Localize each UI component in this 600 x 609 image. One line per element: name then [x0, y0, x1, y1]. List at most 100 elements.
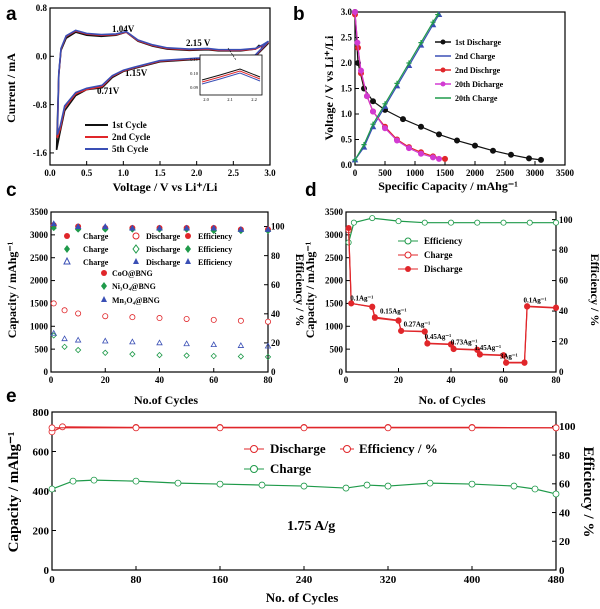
- series-c-coo-bng-discharge-point: [264, 318, 271, 325]
- panel-e-plot: 0 80 160 240 320 400 4800200400600800020406080…: [33, 407, 577, 586]
- panel-a-inset-xtick-label: 2.2: [251, 97, 257, 102]
- panel-c-ytick-right-label: 20: [271, 338, 281, 348]
- panel-letter-c: c: [6, 180, 17, 201]
- panel-e-xlabel: No. of Cycles: [266, 590, 339, 605]
- series-d-efficiency-point: [395, 218, 402, 225]
- series-c-mn-o-bng-efficiency-point: [50, 220, 57, 227]
- series-b-20th-charge-point: [370, 121, 376, 127]
- series-c-mn-o-bng-discharge-point: [156, 339, 163, 346]
- legend-e-efficiency-label: Efficiency / %: [359, 441, 438, 456]
- legend-c-discharge-2-label: Discharge: [146, 245, 181, 254]
- panel-d-xtick-label: 80: [552, 375, 562, 385]
- legend-d-charge-label: Charge: [424, 250, 453, 260]
- series-e-charge-point: [132, 477, 140, 485]
- panel-e-xtick-label: 400: [464, 574, 481, 586]
- legend-c-charge-3-label: Charge: [83, 258, 109, 267]
- series-d-discharge-point: [395, 317, 402, 324]
- panel-a-legend: 1st Cycle 2nd Cycle 5th Cycle: [85, 120, 150, 154]
- legend-e-discharge-label: Discharge: [270, 441, 326, 456]
- panel-e-annotation: 1.75 A/g: [287, 519, 335, 534]
- legend-d-discharge-marker: [405, 266, 411, 272]
- panel-b-legend: 1st Discharge 2nd Charge 2nd Dischrge 20…: [435, 38, 504, 103]
- series-e-charge-point: [48, 485, 56, 493]
- panel-b-xtick-label: 2000: [466, 168, 485, 178]
- series-e-charge-point: [300, 482, 308, 490]
- legend-marker-1st-discharge: [440, 39, 446, 45]
- legend-e-discharge-marker: [250, 445, 258, 453]
- panel-a-xtick-label: 3.0: [264, 168, 276, 178]
- series-d-efficiency-point: [447, 219, 454, 226]
- panel-b-xtick-label: 1000: [406, 168, 425, 178]
- panel-d-rate-label-2: 0.27Ag⁻¹: [404, 321, 431, 329]
- series-e-discharge-point: [59, 423, 66, 431]
- panel-letter-d: d: [305, 180, 317, 201]
- panel-d-ytick-right-label: 100: [559, 215, 573, 225]
- legend-c-discharge-3-label: Discharge: [146, 258, 181, 267]
- panel-letter-a: a: [6, 4, 17, 25]
- series-c-coo-bng-discharge-point: [75, 310, 82, 317]
- legend-c-discharge-3: [133, 258, 139, 264]
- series-d-discharge-point: [500, 352, 507, 359]
- panel-e-xtick-label: 160: [212, 574, 229, 586]
- panel-d-rate-label-1: 0.15Ag⁻¹: [380, 307, 407, 315]
- panel-letter-e: e: [6, 386, 17, 407]
- series-d-efficiency-point: [553, 219, 560, 226]
- panel-e-ytick-right-label: 40: [559, 507, 571, 519]
- panel-d-rate-label-5: 1.45Ag⁻¹: [474, 344, 501, 352]
- panel-d-ytick-right-label: 80: [559, 245, 569, 255]
- legend-c-material-3-marker: [101, 296, 107, 302]
- panel-e-ytick-label: 200: [33, 525, 50, 537]
- series-c-mn-o-bng-discharge-point: [237, 342, 245, 348]
- panel-c-ylabel-right: Efficiency / %: [293, 254, 307, 327]
- series-e-charge-point: [384, 482, 392, 490]
- legend-marker-2nd-dischrge: [440, 67, 446, 73]
- series-c-mn-o-bng-discharge-point: [129, 338, 136, 345]
- legend-label-1st-cycle: 1st Cycle: [112, 120, 147, 130]
- series-e-efficiency--point: [468, 424, 476, 432]
- series-c-coo-bng-discharge-point: [129, 314, 136, 321]
- series-b-20th-charge-point: [430, 19, 436, 25]
- series-c-mn-o-bng-discharge-point: [61, 335, 68, 342]
- panel-d-plot: 0 20 40 60 800500100015002000250030003500020…: [325, 207, 573, 385]
- series-c-ni-o-bng-discharge-point: [264, 353, 272, 361]
- panel-e-xtick-label: 0: [49, 574, 55, 586]
- panel-c-legend: Charge Discharge Efficiency Charge Disch…: [63, 232, 232, 305]
- legend-label-2nd-dischrge: 2nd Dischrge: [455, 66, 501, 75]
- panel-d-rate-label-0: 0.1Ag⁻¹: [350, 295, 373, 303]
- series-b-1st-discharge-point: [369, 98, 376, 105]
- series-c-mn-o-bng-discharge-point: [50, 329, 57, 336]
- legend-marker-20th-dicharge: [440, 81, 446, 87]
- series-b-20th-dicharge-point: [357, 67, 364, 74]
- legend-c-charge-3: [63, 256, 71, 265]
- panel-a-inset-frame: [199, 54, 263, 96]
- series-c-mn-o-bng-efficiency-point: [183, 224, 190, 231]
- series-e-charge-point: [468, 480, 476, 488]
- panel-e-legend: Discharge Efficiency / % Charge: [244, 441, 438, 476]
- panel-a-ytick-label: 0.8: [36, 3, 48, 13]
- series-c-mn-o-bng-efficiency-point: [210, 224, 218, 231]
- series-b-1st-discharge-point: [538, 156, 545, 163]
- panel-d-ytick-right-label: 60: [559, 276, 569, 286]
- series-c-mn-o-bng-discharge-point: [264, 342, 272, 349]
- series-b-20th-charge-point: [435, 11, 441, 18]
- panel-d-ytick-right-label: 40: [559, 306, 569, 316]
- panel-e-ytick-right-label: 60: [559, 479, 571, 491]
- series-c-ni-o-bng-discharge-point: [102, 349, 109, 356]
- panel-c-xtick-label: 40: [155, 375, 165, 385]
- series-c-mn-o-bng-discharge-point: [101, 337, 109, 344]
- panel-d-ytick-label: 2000: [325, 276, 344, 286]
- series-d-discharge-point: [348, 300, 355, 307]
- panel-a-plot: 0.0 0.5 1.0 1.5 2.0 2.5 3.0 0.8 0.0 -0.8 -1.6 2.0 2.…: [33, 3, 276, 178]
- plot-areas: 0.0 0.5 1.0 1.5 2.0 2.5 3.0 0.8 0.0 -0.8 -1.6 2.0 2.…: [30, 3, 576, 586]
- series-b-20th-dicharge-point: [363, 93, 370, 100]
- series-e-efficiency--point: [552, 424, 560, 432]
- panel-b-xtick-label: 2500: [496, 168, 515, 178]
- panel-a-inset-pointer: [227, 47, 237, 61]
- legend-c-charge-1: [64, 233, 70, 239]
- panel-a-xlabel: Voltage / V vs Li⁺/Li: [113, 180, 218, 194]
- legend-label-20th-dicharge: 20th Dicharge: [455, 80, 504, 89]
- series-b-20th-dicharge-point: [429, 154, 436, 161]
- series-d-discharge-point: [450, 345, 457, 352]
- legend-c-material-3: Mn₃O₄@BNG: [112, 296, 160, 305]
